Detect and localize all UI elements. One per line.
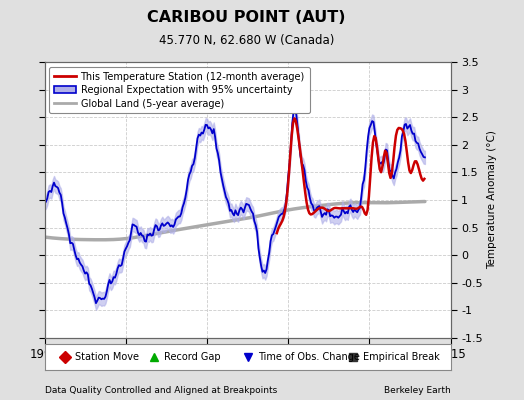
Text: Record Gap: Record Gap [165,352,221,362]
Text: CARIBOU POINT (AUT): CARIBOU POINT (AUT) [147,10,345,25]
Text: Berkeley Earth: Berkeley Earth [384,386,451,395]
Legend: This Temperature Station (12-month average), Regional Expectation with 95% uncer: This Temperature Station (12-month avera… [49,67,310,113]
Text: Data Quality Controlled and Aligned at Breakpoints: Data Quality Controlled and Aligned at B… [45,386,277,395]
Text: Station Move: Station Move [75,352,139,362]
Text: Time of Obs. Change: Time of Obs. Change [258,352,359,362]
Y-axis label: Temperature Anomaly (°C): Temperature Anomaly (°C) [487,130,497,270]
Text: 45.770 N, 62.680 W (Canada): 45.770 N, 62.680 W (Canada) [159,34,334,47]
Text: Empirical Break: Empirical Break [363,352,440,362]
